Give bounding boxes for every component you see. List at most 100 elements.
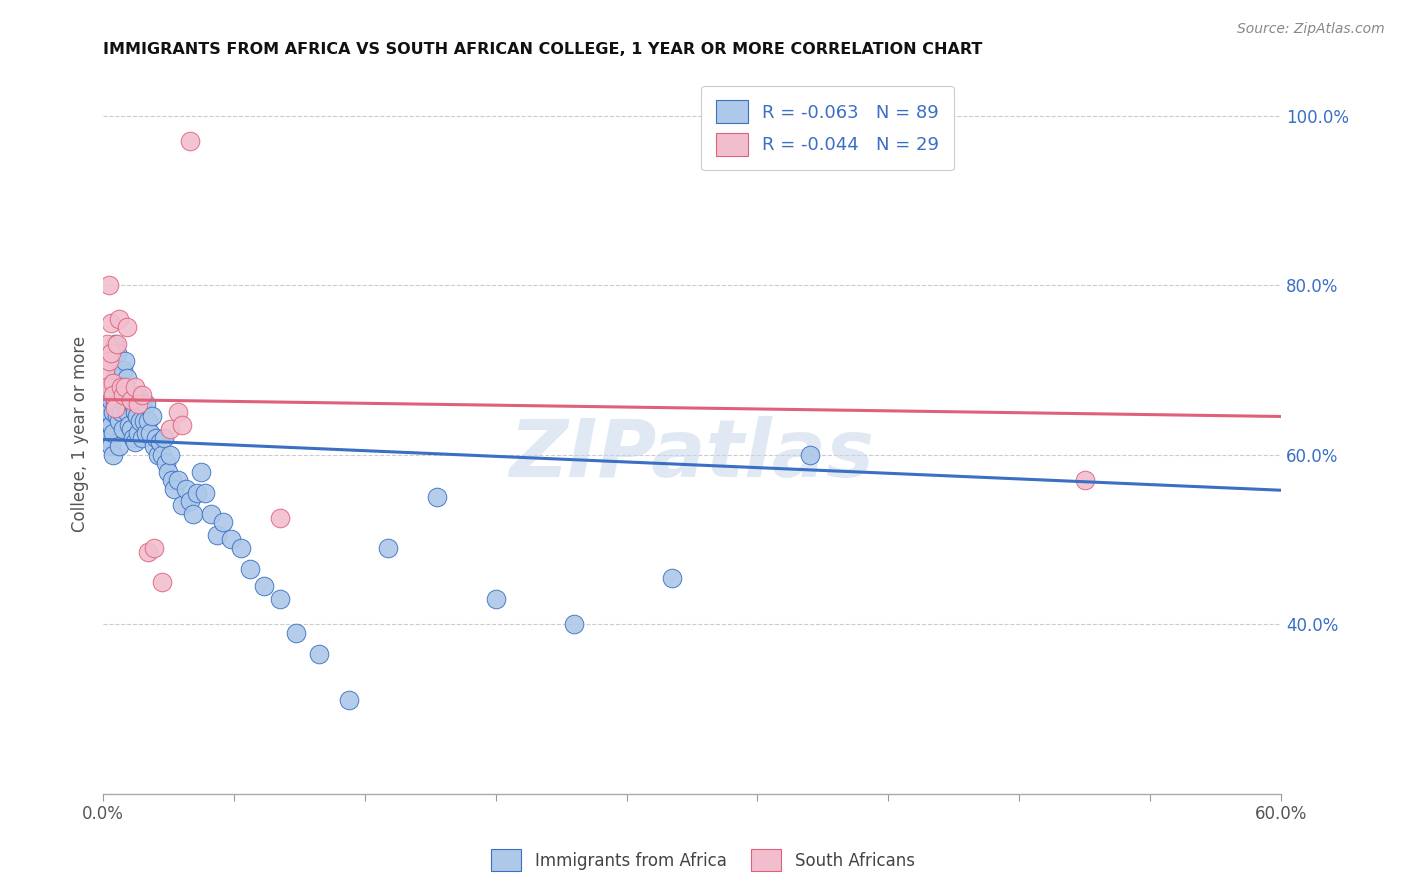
Point — [96, 380, 118, 394]
Point — [135, 397, 157, 411]
Point — [108, 439, 131, 453]
Point — [186, 485, 208, 500]
Point — [98, 354, 121, 368]
Point — [426, 490, 449, 504]
Point — [121, 431, 143, 445]
Point — [108, 388, 131, 402]
Point — [150, 574, 173, 589]
Point — [105, 409, 128, 424]
Point — [104, 371, 127, 385]
Point — [115, 320, 138, 334]
Point — [98, 405, 121, 419]
Point — [114, 380, 136, 394]
Point — [174, 482, 197, 496]
Text: IMMIGRANTS FROM AFRICA VS SOUTH AFRICAN COLLEGE, 1 YEAR OR MORE CORRELATION CHAR: IMMIGRANTS FROM AFRICA VS SOUTH AFRICAN … — [103, 42, 983, 57]
Point — [253, 579, 276, 593]
Point — [104, 337, 127, 351]
Point — [149, 434, 172, 449]
Point — [125, 409, 148, 424]
Point — [104, 397, 127, 411]
Point — [115, 371, 138, 385]
Point — [179, 494, 201, 508]
Point — [205, 528, 228, 542]
Point — [127, 388, 149, 402]
Point — [94, 401, 117, 415]
Point — [141, 409, 163, 424]
Point — [170, 417, 193, 432]
Point — [96, 388, 118, 402]
Point — [799, 448, 821, 462]
Point — [155, 456, 177, 470]
Point — [661, 570, 683, 584]
Point — [124, 380, 146, 394]
Point — [94, 363, 117, 377]
Point — [111, 363, 134, 377]
Point — [166, 405, 188, 419]
Point — [105, 380, 128, 394]
Point — [166, 473, 188, 487]
Point — [139, 426, 162, 441]
Point — [100, 392, 122, 407]
Point — [101, 376, 124, 390]
Point — [100, 417, 122, 432]
Point — [143, 541, 166, 555]
Point — [117, 417, 139, 432]
Point — [183, 507, 205, 521]
Point — [101, 384, 124, 398]
Point — [308, 647, 330, 661]
Point — [190, 465, 212, 479]
Point — [212, 516, 235, 530]
Point — [146, 448, 169, 462]
Point — [135, 426, 157, 441]
Point — [136, 414, 159, 428]
Point — [105, 346, 128, 360]
Point — [337, 693, 360, 707]
Point — [131, 397, 153, 411]
Point — [108, 312, 131, 326]
Point — [110, 380, 132, 394]
Point — [100, 346, 122, 360]
Point — [143, 439, 166, 453]
Point — [101, 388, 124, 402]
Point — [170, 499, 193, 513]
Point — [120, 392, 142, 407]
Point — [129, 414, 152, 428]
Point — [101, 426, 124, 441]
Point — [111, 422, 134, 436]
Point — [108, 414, 131, 428]
Point — [104, 401, 127, 415]
Point — [134, 414, 156, 428]
Point — [229, 541, 252, 555]
Text: ZIPatlas: ZIPatlas — [509, 416, 875, 494]
Point — [94, 422, 117, 436]
Legend: R = -0.063   N = 89, R = -0.044   N = 29: R = -0.063 N = 89, R = -0.044 N = 29 — [702, 86, 953, 170]
Point — [136, 545, 159, 559]
Point — [120, 422, 142, 436]
Point — [159, 448, 181, 462]
Point — [127, 426, 149, 441]
Point — [114, 388, 136, 402]
Point — [1073, 473, 1095, 487]
Point — [105, 337, 128, 351]
Point — [156, 465, 179, 479]
Point — [127, 397, 149, 411]
Point — [98, 380, 121, 394]
Point — [96, 414, 118, 428]
Point — [96, 337, 118, 351]
Point — [200, 507, 222, 521]
Point — [485, 591, 508, 606]
Point — [284, 625, 307, 640]
Point — [124, 434, 146, 449]
Text: Source: ZipAtlas.com: Source: ZipAtlas.com — [1237, 22, 1385, 37]
Y-axis label: College, 1 year or more: College, 1 year or more — [72, 335, 89, 532]
Point — [131, 388, 153, 402]
Point — [100, 439, 122, 453]
Point — [101, 405, 124, 419]
Point — [562, 617, 585, 632]
Point — [111, 388, 134, 402]
Point — [163, 482, 186, 496]
Point — [115, 405, 138, 419]
Legend: Immigrants from Africa, South Africans: Immigrants from Africa, South Africans — [482, 841, 924, 880]
Point — [159, 422, 181, 436]
Point — [377, 541, 399, 555]
